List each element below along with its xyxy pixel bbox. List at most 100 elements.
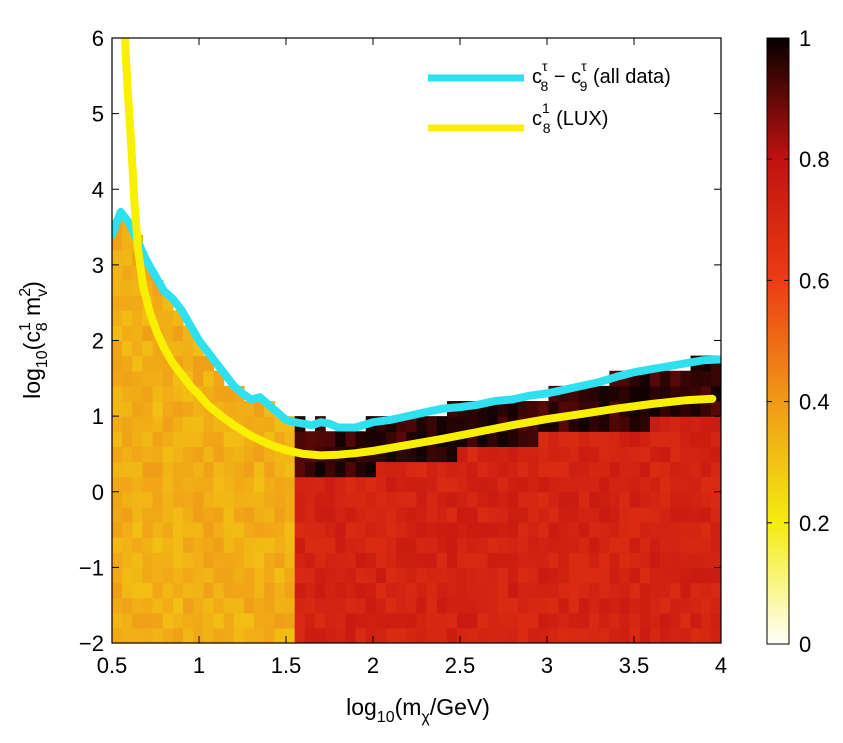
- heatmap-cell: [122, 461, 133, 478]
- heatmap-cell: [203, 537, 215, 553]
- heatmap-cell: [355, 537, 367, 553]
- heatmap-cell: [386, 627, 397, 643]
- heatmap-cell: [122, 295, 133, 311]
- heatmap-cell: [325, 522, 336, 538]
- heatmap-cell: [426, 597, 438, 614]
- heatmap-cell: [193, 506, 204, 523]
- heatmap-cell: [639, 401, 651, 417]
- heatmap-cell: [132, 310, 144, 326]
- heatmap-cell: [152, 567, 164, 584]
- heatmap-cell: [152, 476, 164, 493]
- y-label-c: (c: [19, 331, 45, 350]
- heatmap-cell: [254, 612, 265, 629]
- heatmap-cell: [589, 506, 600, 523]
- heatmap-cell: [599, 597, 610, 614]
- heatmap-cell: [680, 431, 692, 447]
- heatmap-cell: [416, 446, 428, 463]
- heatmap-cell: [680, 476, 692, 493]
- heatmap-cell: [477, 627, 489, 643]
- heatmap-cell: [122, 280, 133, 296]
- heatmap-cell: [538, 491, 550, 508]
- heatmap-cell: [578, 401, 590, 417]
- heatmap-cell: [538, 461, 550, 478]
- heatmap-cell: [183, 461, 194, 478]
- heatmap-cell: [507, 582, 519, 599]
- heatmap-cell: [355, 522, 367, 538]
- heatmap-cell: [193, 567, 204, 584]
- heatmap-cell: [172, 416, 184, 432]
- heatmap-cell: [670, 567, 681, 584]
- heatmap-cell: [386, 491, 397, 508]
- heatmap-cell: [142, 491, 154, 508]
- heatmap-cell: [284, 537, 296, 553]
- heatmap-cell: [386, 522, 397, 538]
- heatmap-cell: [690, 582, 702, 599]
- heatmap-cell: [467, 446, 478, 463]
- heatmap-cell: [142, 340, 154, 357]
- heatmap-cell: [274, 446, 286, 463]
- heatmap-cell: [304, 476, 316, 493]
- heatmap-cell: [477, 597, 489, 614]
- heatmap-cell: [223, 537, 235, 553]
- heatmap-cell: [710, 476, 721, 493]
- heatmap-cell: [609, 567, 621, 584]
- heatmap-cell: [284, 476, 296, 493]
- heatmap-cell: [355, 431, 367, 447]
- heatmap-cell: [213, 597, 225, 614]
- heatmap-cell: [639, 522, 651, 538]
- heatmap-cell: [162, 627, 174, 643]
- heatmap-cell: [162, 310, 174, 326]
- heatmap-cell: [152, 340, 164, 357]
- heatmap-cell: [639, 567, 651, 584]
- heatmap-cell: [507, 627, 519, 643]
- heatmap-cell: [112, 461, 123, 478]
- heatmap-cell: [568, 582, 580, 599]
- heatmap-cell: [162, 597, 174, 614]
- heatmap-cell: [710, 431, 721, 447]
- leg1-c: c: [532, 66, 542, 88]
- heatmap-cell: [365, 491, 377, 508]
- heatmap-cell: [700, 537, 712, 553]
- heatmap-cell: [233, 537, 245, 553]
- heatmap-cell: [599, 627, 610, 643]
- heatmap-cell: [629, 461, 641, 478]
- heatmap-cell: [497, 491, 509, 508]
- heatmap-cell: [660, 385, 671, 402]
- heatmap-cell: [183, 416, 194, 432]
- heatmap-cell: [264, 431, 275, 447]
- heatmap-cell: [416, 522, 428, 538]
- heatmap-cell: [213, 612, 225, 629]
- heatmap-cell: [670, 461, 681, 478]
- heatmap-cell: [152, 522, 164, 538]
- y-label-sup2: 2: [17, 288, 34, 297]
- heatmap-cell: [142, 370, 154, 387]
- heatmap-cell: [690, 537, 702, 553]
- heatmap-cell: [406, 476, 418, 493]
- heatmap-cell: [629, 491, 641, 508]
- heatmap-cell: [396, 612, 407, 629]
- heatmap-cell: [355, 461, 367, 478]
- heatmap-cell: [599, 461, 610, 478]
- heatmap-cell: [690, 552, 702, 568]
- heatmap-cell: [264, 416, 275, 432]
- heatmap-cell: [578, 567, 590, 584]
- heatmap-cell: [599, 537, 610, 553]
- heatmap-cell: [233, 446, 245, 463]
- heatmap-cell: [132, 627, 144, 643]
- heatmap-cell: [213, 506, 225, 523]
- heatmap-cell: [680, 537, 692, 553]
- heatmap-cell: [457, 431, 468, 447]
- heatmap-cell: [315, 522, 326, 538]
- heatmap-cell: [649, 370, 661, 387]
- heatmap-cell: [396, 567, 407, 584]
- heatmap-cell: [396, 491, 407, 508]
- heatmap-cell: [122, 234, 133, 251]
- heatmap-cell: [609, 431, 621, 447]
- x-tick-label: 3.5: [619, 653, 650, 678]
- heatmap-cell: [710, 491, 721, 508]
- heatmap-cell: [507, 567, 519, 584]
- heatmap-cell: [700, 506, 712, 523]
- heatmap-cell: [436, 627, 448, 643]
- heatmap-cell: [578, 612, 590, 629]
- heatmap-cell: [670, 385, 681, 402]
